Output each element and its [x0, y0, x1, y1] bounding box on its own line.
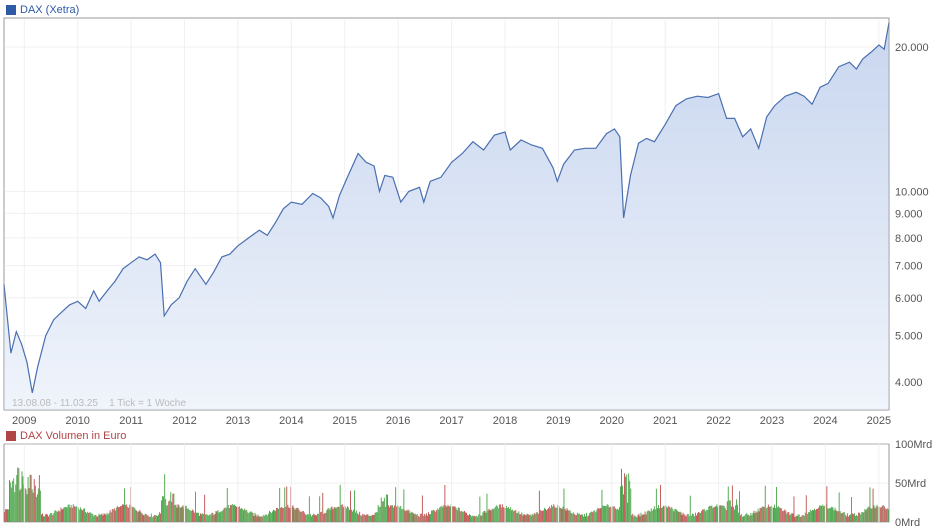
svg-text:2025: 2025: [867, 415, 891, 427]
svg-text:2011: 2011: [119, 415, 143, 427]
volume-legend-swatch: [6, 431, 16, 441]
svg-text:100Mrd: 100Mrd: [895, 439, 932, 451]
date-range-tick-note: 13.08.08 - 11.03.25 1 Tick = 1 Woche: [12, 398, 186, 409]
date-range-text: 13.08.08 - 11.03.25: [12, 398, 98, 409]
svg-text:5.000: 5.000: [895, 331, 923, 343]
tick-note-text: 1 Tick = 1 Woche: [109, 398, 186, 409]
svg-text:50Mrd: 50Mrd: [895, 478, 926, 490]
price-legend-label: DAX (Xetra): [20, 4, 79, 16]
svg-text:4.000: 4.000: [895, 377, 923, 389]
svg-text:0Mrd: 0Mrd: [895, 517, 920, 526]
chart-canvas: 4.000 5.000 6.000 7.000 8.000 9.000 10.000 20.0…: [0, 0, 940, 526]
svg-text:2015: 2015: [333, 415, 357, 427]
svg-text:2010: 2010: [65, 415, 89, 427]
svg-text:2013: 2013: [226, 415, 250, 427]
svg-text:2020: 2020: [600, 415, 624, 427]
svg-text:2016: 2016: [386, 415, 410, 427]
svg-text:2023: 2023: [760, 415, 784, 427]
svg-text:2017: 2017: [439, 415, 463, 427]
svg-text:2014: 2014: [279, 415, 303, 427]
svg-text:20.000: 20.000: [895, 42, 929, 54]
svg-text:2022: 2022: [706, 415, 730, 427]
svg-text:2019: 2019: [546, 415, 570, 427]
svg-text:9.000: 9.000: [895, 208, 923, 220]
svg-text:10.000: 10.000: [895, 186, 929, 198]
volume-legend-label: DAX Volumen in Euro: [20, 430, 126, 442]
volume-legend: DAX Volumen in Euro: [6, 430, 126, 442]
svg-text:2009: 2009: [12, 415, 36, 427]
svg-text:8.000: 8.000: [895, 233, 923, 245]
svg-text:2018: 2018: [493, 415, 517, 427]
stock-chart-container: 4.000 5.000 6.000 7.000 8.000 9.000 10.000 20.0…: [0, 0, 940, 526]
svg-text:2012: 2012: [172, 415, 196, 427]
price-legend: DAX (Xetra): [6, 4, 79, 16]
svg-text:6.000: 6.000: [895, 293, 923, 305]
price-legend-swatch: [6, 5, 16, 15]
svg-text:2021: 2021: [653, 415, 677, 427]
svg-text:7.000: 7.000: [895, 261, 923, 273]
svg-text:2024: 2024: [813, 415, 837, 427]
